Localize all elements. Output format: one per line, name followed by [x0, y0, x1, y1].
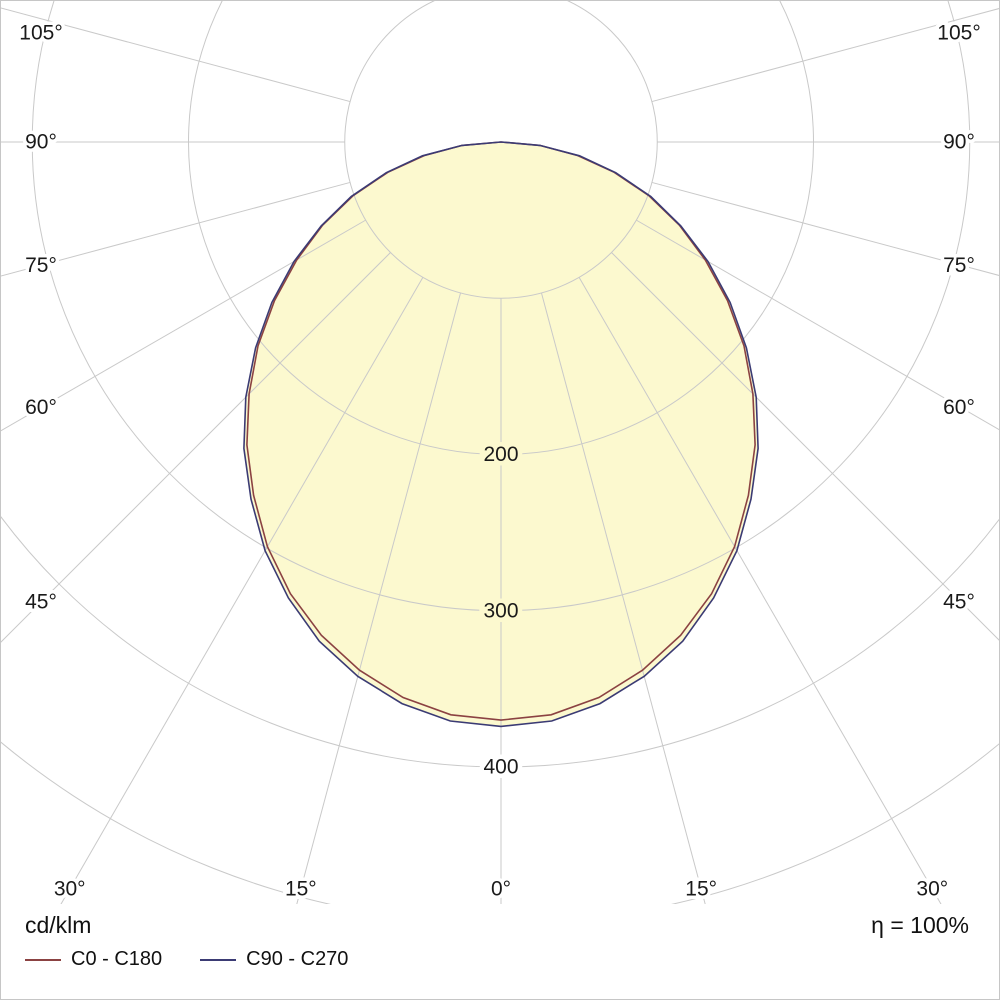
radial-tick-label: 400 [483, 756, 518, 779]
angle-tick-label: 0° [491, 878, 511, 901]
series-line-swatch [200, 958, 237, 961]
grid-ray [611, 252, 999, 641]
grid-ray [1, 252, 391, 643]
grid-ray [636, 219, 999, 431]
curve-c90-c270 [243, 141, 759, 728]
legend: cd/klm η = 100% C0 - C180 C90 - C270 [1, 904, 999, 971]
angle-tick-label: 75° [943, 254, 975, 277]
angle-tick-label: 105° [937, 22, 980, 45]
radial-tick-label: 300 [483, 599, 518, 622]
grid-ray [578, 277, 942, 904]
radial-tick-label: 200 [483, 443, 518, 466]
angle-tick-label: 90° [943, 131, 975, 154]
grid-ray [60, 277, 424, 904]
polar-chart: 200 300 400 0° 15° 15° 30° 30° 45° 45° 60° 60° 75° 75… [1, 1, 999, 904]
angle-tick-label: 15° [685, 878, 717, 901]
angle-tick-label: 30° [54, 878, 86, 901]
unit-label: cd/klm [25, 912, 92, 938]
angle-tick-label: 75° [25, 254, 57, 277]
angle-tick-label: 15° [285, 878, 317, 901]
angle-tick-label: 30° [916, 878, 948, 901]
series-label: C90 - C270 [246, 948, 349, 970]
grid-ray [1, 181, 351, 277]
legend-series-row: C0 - C180 C90 - C270 [25, 948, 969, 971]
angle-tick-label: 60° [943, 396, 975, 419]
grid-ray [651, 8, 999, 103]
grid-ray [296, 292, 462, 904]
grid-ray [651, 181, 999, 276]
angle-tick-label: 45° [25, 591, 57, 614]
angle-tick-label: 60° [25, 396, 57, 419]
grid-ray [1, 219, 366, 432]
series-line-swatch [25, 958, 61, 961]
curve-c0-c180 [246, 141, 756, 721]
legend-top-row: cd/klm η = 100% [25, 912, 969, 939]
angle-tick-label: 90° [25, 131, 57, 154]
angle-tick-label: 105° [19, 22, 62, 45]
grid-ray [1, 7, 351, 103]
grid-ray [540, 292, 706, 904]
legend-item-c90-c270: C90 - C270 [200, 948, 348, 971]
angle-tick-label: 45° [943, 591, 975, 614]
efficiency-label: η = 100% [871, 912, 969, 938]
series-label: C0 - C180 [71, 948, 163, 970]
legend-item-c0-c180: C0 - C180 [25, 948, 162, 971]
